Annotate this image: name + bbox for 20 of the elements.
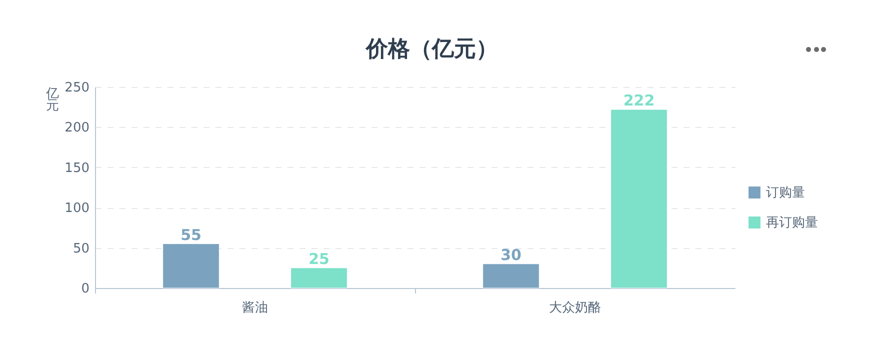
data-label: 25: [308, 250, 330, 268]
bar: [290, 268, 348, 288]
legend-label: 再订购量: [766, 216, 818, 230]
y-tick-label: 150: [64, 160, 90, 176]
bar: [482, 264, 540, 288]
data-label: 222: [623, 92, 655, 110]
x-tick-label: 酱油: [242, 300, 268, 316]
x-tick-label: 大众奶酪: [549, 300, 601, 316]
y-tick-label: 0: [81, 282, 90, 296]
legend-label: 订购量: [766, 186, 805, 200]
y-tick-label: 200: [64, 120, 90, 136]
data-label: 30: [500, 246, 522, 264]
chart-title: 价格（亿元）: [365, 37, 498, 62]
y-axis-title: 亿元: [45, 86, 59, 114]
data-label: 55: [180, 226, 202, 244]
bar: [610, 109, 668, 288]
y-tick-label: 100: [64, 201, 90, 216]
y-tick-label: 250: [64, 80, 90, 96]
y-tick-label: 50: [72, 241, 90, 256]
bar: [162, 244, 220, 288]
